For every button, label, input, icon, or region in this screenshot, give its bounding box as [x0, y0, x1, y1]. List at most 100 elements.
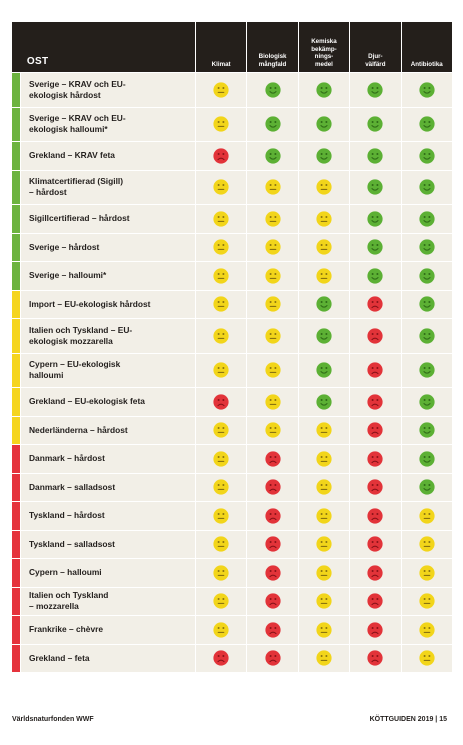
rating-cell [350, 530, 401, 558]
yellow-neutral-face-icon [316, 479, 332, 495]
rating-cell [298, 587, 350, 615]
yellow-neutral-face-icon [264, 296, 281, 312]
rating-cell [401, 616, 452, 644]
rating-cell [298, 530, 350, 558]
header-col-antibiotika: Antibiotika [401, 22, 452, 72]
table-row: Tyskland – hårdost [12, 502, 452, 530]
rating-cell [298, 644, 350, 672]
rating-cell [401, 107, 452, 141]
red-sad-face-icon [213, 394, 229, 410]
category-color-bar [12, 445, 20, 473]
header-col-label: Djur- välfärd [365, 53, 386, 68]
rating-cell [350, 416, 401, 444]
rating-cell [350, 319, 401, 353]
rating-cell [401, 142, 452, 170]
rating-cell [350, 262, 401, 290]
product-name: Italien och Tyskland – EU- ekologisk moz… [21, 319, 196, 353]
green-smiley-icon [419, 148, 435, 164]
rating-cell [196, 388, 247, 416]
yellow-neutral-face-icon [213, 422, 229, 438]
red-sad-face-icon [367, 328, 383, 344]
rating-cell [401, 262, 452, 290]
rating-cell [247, 644, 298, 672]
rating-cell [350, 142, 401, 170]
rating-cell [247, 587, 298, 615]
yellow-neutral-face-icon [316, 622, 332, 638]
green-smiley-icon [419, 362, 435, 378]
yellow-neutral-face-icon [213, 116, 229, 132]
red-sad-face-icon [367, 536, 383, 552]
green-smiley-icon [419, 422, 435, 438]
red-sad-face-icon [264, 451, 281, 467]
table-row: Frankrike – chèvre [12, 616, 452, 644]
rating-cell [247, 416, 298, 444]
product-name: Danmark – hårdost [21, 445, 196, 473]
table-row: Sverige – halloumi* [12, 262, 452, 290]
green-smiley-icon [419, 296, 435, 312]
header-spacer [12, 22, 20, 72]
green-smiley-icon [264, 116, 281, 132]
product-name: Frankrike – chèvre [21, 616, 196, 644]
category-color-bar [12, 587, 20, 615]
rating-cell [196, 319, 247, 353]
rating-cell [350, 473, 401, 501]
yellow-neutral-face-icon [316, 451, 332, 467]
green-smiley-icon [419, 328, 435, 344]
table-row: Sigillcertifierad – hårdost [12, 205, 452, 233]
category-color-bar [12, 319, 20, 353]
yellow-neutral-face-icon [213, 593, 229, 609]
table-row: Grekland – feta [12, 644, 452, 672]
category-color-bar [12, 473, 20, 501]
rating-cell [196, 142, 247, 170]
table-row: Nederländerna – hårdost [12, 416, 452, 444]
rating-cell [350, 502, 401, 530]
green-smiley-icon [419, 239, 435, 255]
yellow-neutral-face-icon [213, 328, 229, 344]
product-name: Nederländerna – hårdost [21, 416, 196, 444]
rating-cell [247, 319, 298, 353]
yellow-neutral-face-icon [419, 650, 435, 666]
product-name: Klimatcertifierad (Sigill) – hårdost [21, 170, 196, 204]
product-name: Grekland – KRAV feta [21, 142, 196, 170]
rating-cell [247, 205, 298, 233]
yellow-neutral-face-icon [419, 565, 435, 581]
green-smiley-icon [419, 211, 435, 227]
rating-cell [196, 530, 247, 558]
yellow-neutral-face-icon [316, 565, 332, 581]
rating-cell [196, 73, 247, 107]
rating-cell [401, 473, 452, 501]
yellow-neutral-face-icon [213, 239, 229, 255]
rating-cell [247, 530, 298, 558]
rating-cell [196, 107, 247, 141]
table-body: Sverige – KRAV och EU- ekologisk hårdost… [12, 73, 452, 672]
green-smiley-icon [419, 451, 435, 467]
rating-cell [196, 559, 247, 587]
green-smiley-icon [367, 211, 383, 227]
rating-cell [247, 445, 298, 473]
header-col-djurvalfard: Djur- välfärd [350, 22, 401, 72]
rating-cell [350, 73, 401, 107]
yellow-neutral-face-icon [264, 179, 281, 195]
yellow-neutral-face-icon [316, 593, 332, 609]
rating-cell [401, 205, 452, 233]
red-sad-face-icon [264, 622, 281, 638]
rating-cell [350, 587, 401, 615]
green-smiley-icon [419, 179, 435, 195]
rating-cell [196, 587, 247, 615]
rating-cell [247, 559, 298, 587]
table-row: Tyskland – salladsost [12, 530, 452, 558]
rating-cell [247, 233, 298, 261]
rating-cell [401, 416, 452, 444]
red-sad-face-icon [367, 565, 383, 581]
rating-cell [401, 530, 452, 558]
footer-page-label: KÖTTGUIDEN 2019 | 15 [369, 716, 447, 723]
product-name: Sigillcertifierad – hårdost [21, 205, 196, 233]
rating-cell [401, 233, 452, 261]
rating-cell [196, 644, 247, 672]
green-smiley-icon [316, 148, 332, 164]
rating-cell [247, 502, 298, 530]
yellow-neutral-face-icon [264, 422, 281, 438]
header-col-klimat: Klimat [195, 22, 247, 72]
product-name: Grekland – feta [21, 644, 196, 672]
table-row: Import – EU-ekologisk hårdost [12, 290, 452, 318]
